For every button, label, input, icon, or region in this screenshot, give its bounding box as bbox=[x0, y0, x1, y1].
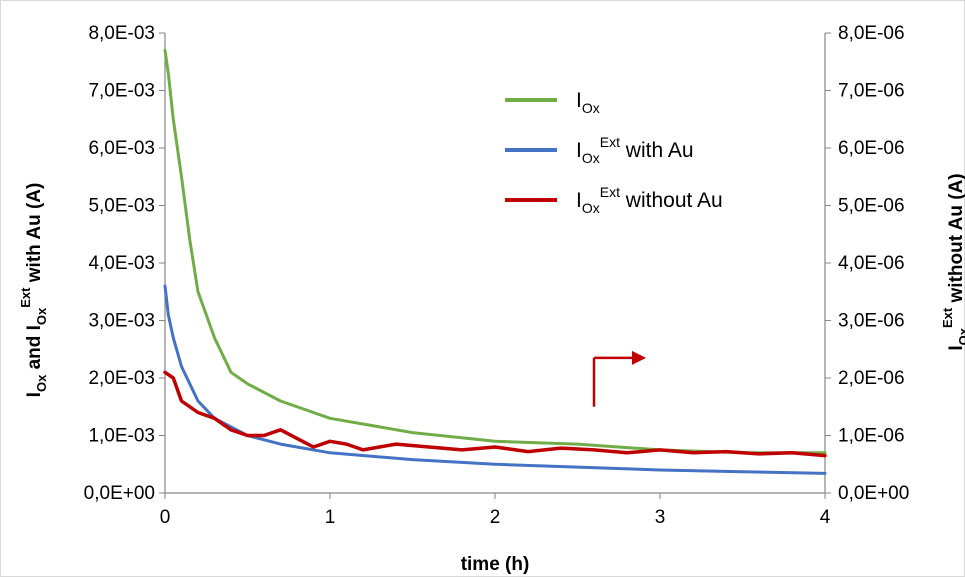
y-right-tick-label: 7,0E-06 bbox=[838, 81, 905, 102]
x-tick-label: 1 bbox=[325, 507, 336, 528]
x-tick-label: 4 bbox=[820, 507, 831, 528]
y-left-tick-label: 8,0E-03 bbox=[88, 23, 155, 44]
y-right-tick-label: 5,0E-06 bbox=[838, 196, 905, 217]
series-layer bbox=[163, 48, 827, 475]
y-right-tick-label: 6,0E-06 bbox=[838, 138, 905, 159]
legend-label-2: IOxExt with Au bbox=[576, 134, 694, 166]
series-line-3 bbox=[163, 370, 827, 458]
legend-label-1: IOx bbox=[576, 89, 600, 116]
left-axis-ticks: 0,0E+00 1,0E-03 2,0E-03 3,0E-03 4,0E-03 5,0E-… bbox=[84, 23, 165, 504]
legend: IOx IOxExt with Au IOxExt without Au bbox=[505, 89, 723, 216]
y-left-tick-label: 0,0E+00 bbox=[84, 483, 155, 504]
x-tick-label: 0 bbox=[160, 507, 171, 528]
series-line-2 bbox=[163, 284, 827, 475]
series-line-1 bbox=[163, 48, 827, 455]
y-right-tick-label: 2,0E-06 bbox=[838, 368, 905, 389]
right-axis-ticks: 0,0E+00 1,0E-06 2,0E-06 3,0E-06 4,0E-06 5,0E-… bbox=[825, 23, 909, 504]
y-right-tick-label: 1,0E-06 bbox=[838, 426, 905, 447]
y-left-tick-label: 1,0E-03 bbox=[88, 426, 155, 447]
y-left-tick-label: 2,0E-03 bbox=[88, 368, 155, 389]
y-axis-left-title: IOx and IOxExt with Au (A) bbox=[18, 183, 49, 398]
y-right-tick-label: 8,0E-06 bbox=[838, 23, 905, 44]
x-axis-ticks: 0 1 2 3 4 bbox=[160, 493, 831, 528]
y-left-tick-label: 7,0E-03 bbox=[88, 81, 155, 102]
annotation-arrow-head bbox=[632, 350, 646, 365]
x-tick-label: 2 bbox=[490, 507, 501, 528]
y-left-tick-label: 6,0E-03 bbox=[88, 138, 155, 159]
annotation-layer bbox=[592, 350, 646, 407]
x-axis-title: time (h) bbox=[461, 554, 530, 575]
y-right-tick-label: 3,0E-06 bbox=[838, 311, 905, 332]
y-axis-right-title: IOxExt without Au (A) bbox=[940, 173, 965, 350]
legend-label-3: IOxExt without Au bbox=[576, 184, 723, 216]
y-right-tick-label: 0,0E+00 bbox=[838, 483, 909, 504]
y-left-tick-label: 5,0E-03 bbox=[88, 196, 155, 217]
y-right-tick-label: 4,0E-06 bbox=[838, 253, 905, 274]
y-left-tick-label: 4,0E-03 bbox=[88, 253, 155, 274]
x-tick-label: 3 bbox=[655, 507, 666, 528]
y-left-tick-label: 3,0E-03 bbox=[88, 311, 155, 332]
